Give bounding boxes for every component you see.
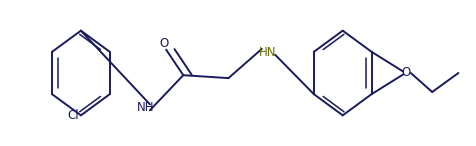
- Text: Cl: Cl: [67, 109, 79, 122]
- Text: HN: HN: [259, 46, 276, 59]
- Text: O: O: [401, 66, 411, 80]
- Text: NH: NH: [137, 101, 154, 114]
- Text: O: O: [159, 37, 169, 50]
